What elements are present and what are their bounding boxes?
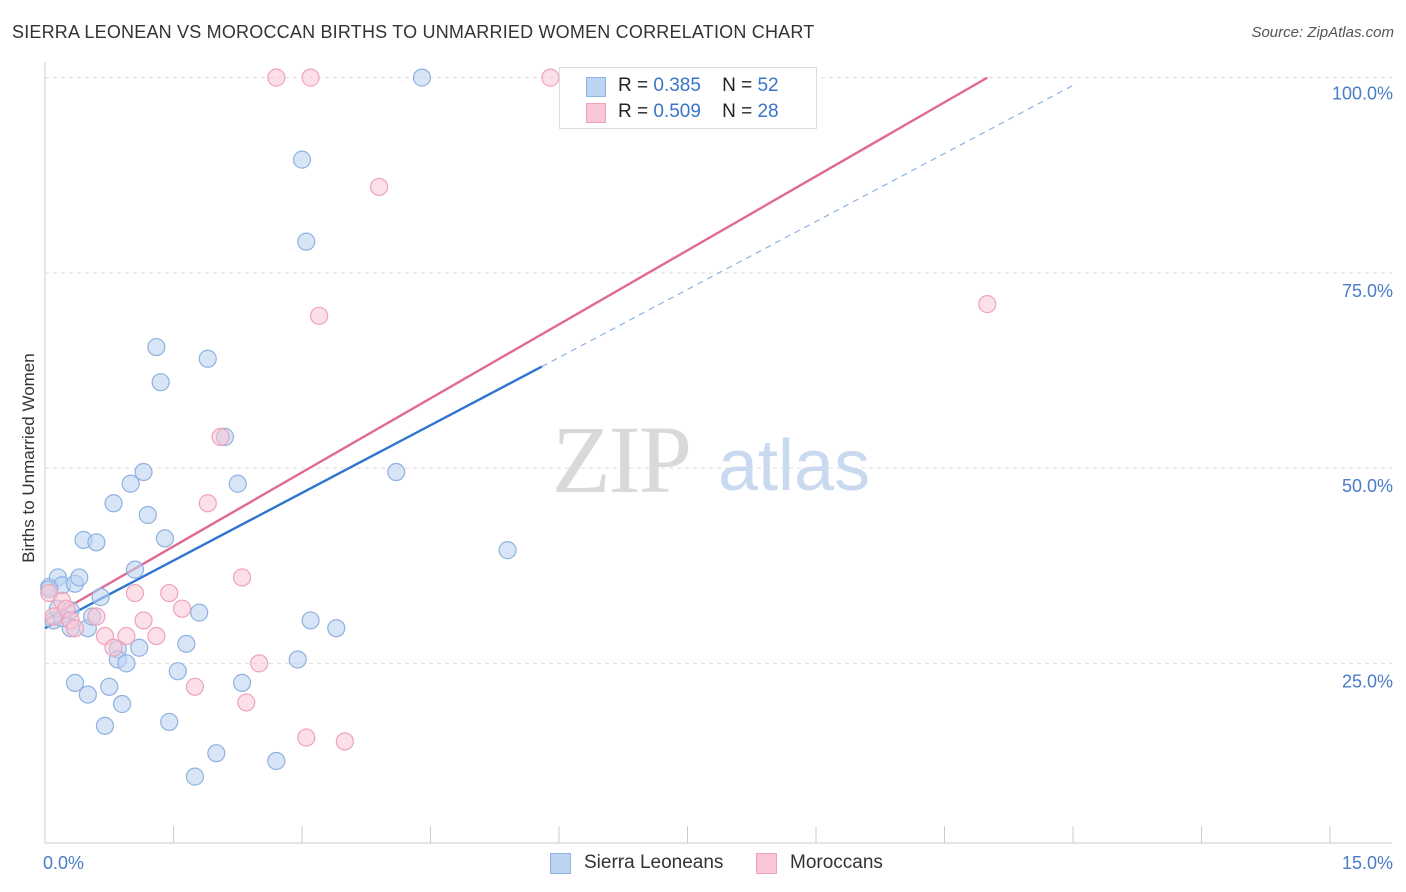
sierra-leonean-point bbox=[288, 650, 307, 669]
moroccan-point bbox=[301, 68, 320, 87]
sierra-leonean-point bbox=[155, 529, 175, 548]
legend-r-label: R = bbox=[618, 101, 649, 122]
moroccan-point bbox=[160, 583, 179, 603]
sierra-leonean-point bbox=[177, 634, 196, 653]
sierra-leonean-trend-dashed bbox=[541, 84, 1074, 368]
moroccan-point bbox=[185, 677, 205, 696]
moroccan-point bbox=[310, 306, 329, 325]
bottom-legend-label: Moroccans bbox=[790, 852, 883, 873]
legend-n-label: N = bbox=[722, 101, 753, 122]
sierra-leonean-point bbox=[190, 603, 209, 622]
legend-n-label: N = bbox=[722, 75, 753, 96]
sierra-leonean-point bbox=[412, 68, 432, 87]
moroccan-point bbox=[104, 638, 123, 657]
sierra-leonean-point bbox=[292, 150, 312, 169]
sierra-leonean-point bbox=[198, 349, 217, 368]
moroccan-point bbox=[335, 732, 354, 751]
moroccan-point bbox=[237, 693, 256, 712]
sierra-leonean-point bbox=[147, 337, 166, 357]
sierra-leonean-point bbox=[301, 611, 320, 630]
sierra-leonean-point bbox=[151, 373, 170, 392]
sierra-leonean-point bbox=[112, 694, 132, 714]
bottom-legend-swatch-pink bbox=[756, 853, 777, 874]
sierra-leonean-point bbox=[87, 533, 106, 552]
bottom-legend-swatch-blue bbox=[550, 853, 571, 874]
watermark: ZIP atlas bbox=[552, 406, 870, 513]
sierra-leonean-point bbox=[327, 619, 346, 638]
sierra-leonean-points bbox=[40, 68, 517, 786]
sierra-leonean-point bbox=[387, 462, 406, 482]
moroccan-point bbox=[172, 599, 192, 618]
sierra-leonean-point bbox=[91, 587, 110, 607]
sierra-leonean-point bbox=[134, 462, 153, 482]
legend-swatch-blue bbox=[586, 77, 606, 97]
legend-swatch-pink bbox=[586, 103, 606, 123]
x-tick-label: 0.0% bbox=[43, 853, 84, 873]
y-tick-label: 50.0% bbox=[1342, 476, 1393, 496]
sierra-leonean-point bbox=[95, 716, 115, 735]
source-label: Source: ZipAtlas.com bbox=[1251, 24, 1394, 41]
moroccan-point bbox=[232, 568, 252, 587]
moroccan-point bbox=[134, 611, 153, 630]
sierra-leonean-point bbox=[125, 560, 145, 579]
legend-r-value: 0.385 bbox=[653, 75, 701, 96]
sierra-leonean-point bbox=[267, 751, 286, 771]
watermark-zip: ZIP bbox=[552, 406, 690, 513]
sierra-leonean-point bbox=[100, 677, 119, 696]
moroccan-point bbox=[87, 607, 106, 626]
sierra-leonean-point bbox=[65, 673, 85, 692]
moroccan-trend-line bbox=[44, 76, 988, 622]
sierra-leonean-point bbox=[78, 685, 97, 704]
moroccan-point bbox=[978, 295, 997, 314]
moroccan-point bbox=[250, 654, 269, 673]
legend-n-value: 52 bbox=[757, 75, 779, 96]
y-axis-label: Births to Unmarried Women bbox=[19, 353, 38, 562]
legend-r-value: 0.509 bbox=[653, 101, 701, 122]
axes bbox=[44, 62, 1392, 844]
moroccan-point bbox=[65, 619, 85, 638]
legend: R = 0.385 N = 52 R = 0.509 N = 28 bbox=[559, 67, 817, 129]
moroccan-point bbox=[147, 626, 166, 646]
sierra-leonean-point bbox=[207, 744, 226, 763]
sierra-leonean-point bbox=[104, 494, 123, 513]
sierra-leonean-point bbox=[185, 767, 205, 786]
y-tick-label: 75.0% bbox=[1342, 281, 1393, 301]
sierra-leonean-trend-line bbox=[44, 365, 543, 630]
sierra-leonean-point bbox=[160, 712, 179, 732]
legend-r-label: R = bbox=[618, 75, 649, 96]
sierra-leonean-point bbox=[138, 505, 157, 525]
sierra-leonean-point bbox=[121, 474, 140, 493]
chart-title: SIERRA LEONEAN VS MOROCCAN BIRTHS TO UNM… bbox=[12, 22, 815, 42]
legend-n-value: 28 bbox=[757, 101, 779, 122]
sierra-leonean-point bbox=[498, 541, 517, 560]
moroccan-point bbox=[198, 494, 217, 513]
sierra-leonean-point bbox=[130, 638, 149, 657]
bottom-legend-label: Sierra Leoneans bbox=[584, 852, 724, 873]
moroccan-point bbox=[297, 728, 316, 747]
watermark-atlas: atlas bbox=[718, 426, 870, 506]
tick-labels: 25.0% 50.0% 75.0% 100.0% 0.0% 15.0% bbox=[43, 84, 1393, 873]
x-tick-label: 15.0% bbox=[1342, 853, 1393, 873]
moroccan-point bbox=[125, 583, 145, 603]
y-tick-label: 100.0% bbox=[1332, 84, 1393, 104]
sierra-leonean-point bbox=[297, 232, 316, 251]
moroccan-point bbox=[211, 427, 230, 446]
moroccan-points bbox=[40, 68, 997, 751]
moroccan-point bbox=[541, 68, 560, 87]
sierra-leonean-point bbox=[228, 474, 247, 493]
moroccan-point bbox=[117, 626, 136, 646]
sierra-leonean-point bbox=[70, 568, 89, 587]
moroccan-point bbox=[370, 177, 389, 197]
sierra-leonean-point bbox=[117, 654, 136, 673]
moroccan-point bbox=[267, 68, 286, 87]
y-tick-label: 25.0% bbox=[1342, 671, 1393, 691]
sierra-leonean-point bbox=[168, 662, 187, 681]
trend-lines bbox=[44, 76, 1074, 630]
sierra-leonean-point bbox=[232, 673, 252, 692]
